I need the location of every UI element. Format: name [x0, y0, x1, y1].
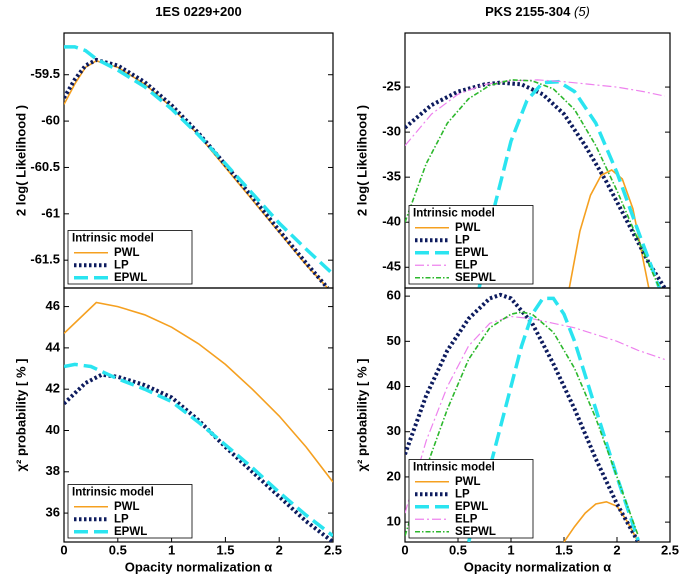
series-line: [568, 169, 650, 288]
legend-box: [408, 205, 534, 285]
y-tick-label: -30: [382, 124, 401, 139]
x-tick-label: 0: [401, 542, 408, 557]
legend-label: PWL: [455, 476, 481, 488]
legend-label: EPWL: [114, 526, 147, 538]
legend-label: LP: [114, 259, 129, 271]
x-tick-label: 2.5: [324, 542, 342, 557]
y-tick-label: 60: [387, 288, 401, 303]
series-line: [405, 311, 639, 536]
plot-frame: [63, 287, 334, 543]
legend-title: Intrinsic model: [413, 462, 495, 474]
y-tick-label: 20: [387, 468, 401, 483]
y-tick-label: 40: [387, 378, 401, 393]
title-text: 1ES 0229+200: [155, 4, 241, 19]
legend-box: [67, 484, 193, 539]
legend-label: LP: [114, 513, 129, 525]
y-tick-label: -60.5: [30, 159, 60, 174]
panel-title: PKS 2155-304 (5): [485, 4, 590, 19]
legend-title: Intrinsic model: [72, 233, 154, 245]
series-line: [405, 315, 665, 514]
x-tick-label: 1.5: [555, 542, 573, 557]
x-tick-label: 0: [60, 542, 67, 557]
series-line: [64, 45, 333, 276]
legend-label: PWL: [114, 501, 140, 513]
y-tick-label: -25: [382, 79, 401, 94]
plot-frame: [404, 287, 671, 543]
y-tick-label: 10: [387, 514, 401, 529]
y-tick-label: -40: [382, 214, 401, 229]
y-tick-label: 38: [46, 463, 60, 478]
series-line: [405, 79, 665, 146]
legend-box: [408, 459, 534, 539]
plot-area: [405, 292, 665, 542]
y-tick-label: 42: [46, 381, 60, 396]
legend-label: EPWL: [455, 247, 488, 259]
y-tick-label: 46: [46, 298, 60, 313]
x-tick-label: 0.5: [449, 542, 467, 557]
y-axis-label: 2 log( Likelihood ): [354, 105, 369, 216]
legend-title: Intrinsic model: [413, 208, 495, 220]
title-note: (5): [574, 4, 590, 19]
x-axis-label: Opacity normalization α: [464, 559, 611, 574]
legend-label: PWL: [114, 247, 140, 259]
y-tick-label: 36: [46, 505, 60, 520]
plot-area: [64, 301, 333, 542]
legend-label: LP: [455, 488, 470, 500]
x-tick-label: 1: [168, 542, 175, 557]
plot-area: [405, 79, 667, 288]
y-tick-label: 30: [387, 423, 401, 438]
x-axis-label: Opacity normalization α: [125, 559, 272, 574]
series-line: [405, 79, 661, 288]
series-line: [64, 362, 333, 538]
legend-label: SEPWL: [455, 272, 496, 284]
series-line: [466, 296, 640, 542]
x-tick-label: 2: [276, 542, 283, 557]
title-text: PKS 2155-304: [485, 4, 571, 19]
series-line: [64, 301, 333, 483]
legend-label: ELP: [455, 513, 478, 525]
legend-label: EPWL: [114, 272, 147, 284]
legend-title: Intrinsic model: [72, 487, 154, 499]
x-tick-label: 2: [613, 542, 620, 557]
series-line: [64, 57, 330, 288]
legend-label: EPWL: [455, 501, 488, 513]
series-line: [405, 292, 640, 542]
y-axis-label: 2 log( Likelihood ): [13, 105, 28, 216]
y-tick-label: 50: [387, 333, 401, 348]
x-tick-label: 2.5: [661, 542, 679, 557]
y-tick-label: 44: [46, 339, 61, 354]
y-tick-label: -59.5: [30, 66, 60, 81]
y-tick-label: -61: [41, 205, 60, 220]
y-axis-label: χ² probability [ % ]: [354, 359, 369, 472]
y-tick-label: -35: [382, 169, 401, 184]
panel-title: 1ES 0229+200: [155, 4, 241, 19]
x-tick-label: 1: [507, 542, 514, 557]
legend-box: [67, 230, 193, 285]
legend-label: PWL: [455, 222, 481, 234]
y-tick-label: -60: [41, 113, 60, 128]
series-line: [405, 80, 667, 288]
plot-area: [64, 45, 333, 288]
y-tick-label: -61.5: [30, 252, 60, 267]
y-tick-label: -45: [382, 259, 401, 274]
x-tick-label: 1.5: [216, 542, 234, 557]
legend-label: SEPWL: [455, 526, 496, 538]
x-tick-label: 0.5: [109, 542, 127, 557]
y-axis-label: χ² probability [ % ]: [13, 359, 28, 472]
legend-label: LP: [455, 234, 470, 246]
legend-label: ELP: [455, 259, 478, 271]
y-tick-label: 40: [46, 422, 60, 437]
